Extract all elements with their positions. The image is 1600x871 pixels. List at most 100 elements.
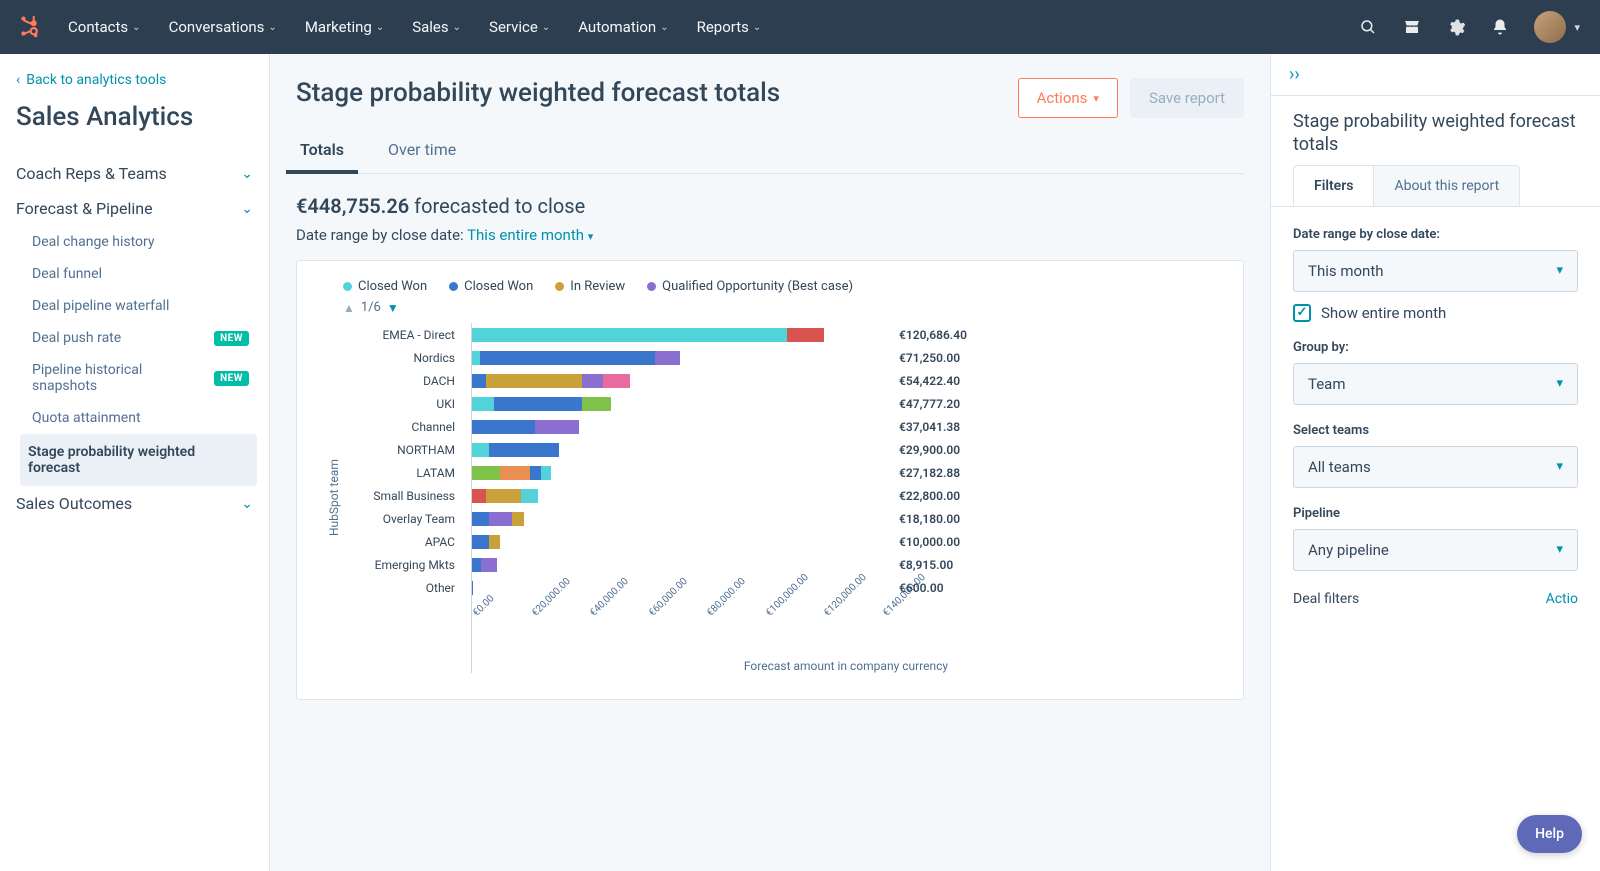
notifications-icon[interactable]: [1490, 17, 1510, 37]
filter-groupby-label: Group by:: [1293, 340, 1578, 355]
bar-segment[interactable]: [582, 397, 611, 411]
summary-suffix: forecasted to close: [409, 194, 585, 218]
nav-item-service[interactable]: Service⌄: [489, 18, 550, 36]
filter-pipeline-select[interactable]: Any pipeline ▾: [1293, 529, 1578, 571]
nav-item-contacts[interactable]: Contacts⌄: [68, 18, 141, 36]
sidebar-item[interactable]: Pipeline historical snapshotsNEW: [28, 354, 253, 402]
bar-segment[interactable]: [489, 535, 501, 549]
bar-segment[interactable]: [471, 351, 480, 365]
new-badge: NEW: [214, 371, 249, 386]
bar-row: Emerging Mkts€8,915.00: [341, 553, 1221, 576]
x-ticks: €0.00€20,000.00€40,000.00€60,000.00€80,0…: [471, 605, 881, 649]
hubspot-logo-icon[interactable]: [16, 13, 44, 41]
sidebar-group[interactable]: Sales Outcomes⌄: [16, 486, 253, 521]
sidebar-group[interactable]: Forecast & Pipeline⌄: [16, 191, 253, 226]
bar-segment[interactable]: [489, 443, 559, 457]
bar-segment[interactable]: [489, 512, 512, 526]
collapse-panel-icon[interactable]: ››: [1271, 54, 1600, 96]
tab-totals[interactable]: Totals: [296, 128, 348, 173]
bar-label: APAC: [341, 535, 461, 549]
bar-segment[interactable]: [541, 466, 550, 480]
chevron-down-icon: ⌄: [241, 496, 253, 512]
bar-segment[interactable]: [603, 374, 631, 388]
bar-label: Other: [341, 581, 461, 595]
filter-teams-select[interactable]: All teams ▾: [1293, 446, 1578, 488]
search-icon[interactable]: [1358, 17, 1378, 37]
settings-icon[interactable]: [1446, 17, 1466, 37]
sidebar-group[interactable]: Coach Reps & Teams⌄: [16, 156, 253, 191]
date-range-value[interactable]: This entire month ▾: [467, 226, 593, 244]
bar-segment[interactable]: [471, 466, 500, 480]
pager-next-icon[interactable]: ▼: [387, 301, 399, 315]
nav-item-automation[interactable]: Automation⌄: [578, 18, 668, 36]
date-range-row: Date range by close date: This entire mo…: [296, 226, 1244, 244]
bar-segment[interactable]: [494, 397, 582, 411]
bar-segment[interactable]: [530, 466, 542, 480]
bar-value: €22,800.00: [891, 489, 960, 503]
bar-segment[interactable]: [521, 489, 538, 503]
legend-item: In Review: [555, 279, 625, 294]
bar-track: [471, 558, 881, 572]
filter-date-select[interactable]: This month ▾: [1293, 250, 1578, 292]
deal-filters-action-link[interactable]: Actio: [1546, 591, 1578, 607]
right-tab-filters[interactable]: Filters: [1293, 165, 1374, 207]
show-entire-month-label: Show entire month: [1321, 304, 1446, 322]
bar-value: €120,686.40: [891, 328, 967, 342]
bar-row: DACH€54,422.40: [341, 369, 1221, 392]
bar-row: NORTHAM€29,900.00: [341, 438, 1221, 461]
bar-segment[interactable]: [471, 512, 489, 526]
bar-segment[interactable]: [535, 420, 579, 434]
bar-segment[interactable]: [471, 374, 486, 388]
nav-item-conversations[interactable]: Conversations⌄: [169, 18, 277, 36]
bar-segment[interactable]: [471, 443, 489, 457]
help-button[interactable]: Help: [1517, 815, 1582, 853]
filter-groupby-select[interactable]: Team ▾: [1293, 363, 1578, 405]
back-link[interactable]: ‹ Back to analytics tools: [16, 72, 253, 88]
right-tab-about-this-report[interactable]: About this report: [1374, 165, 1520, 207]
bar-segment[interactable]: [471, 397, 494, 411]
sidebar-item[interactable]: Quota attainment: [28, 402, 253, 434]
show-entire-month-row[interactable]: ✓ Show entire month: [1293, 304, 1578, 322]
bar-segment[interactable]: [471, 489, 486, 503]
chevron-down-icon: ▾: [1556, 376, 1563, 391]
sidebar-item[interactable]: Deal funnel: [28, 258, 253, 290]
pager-text: 1/6: [361, 300, 381, 315]
bar-track: [471, 328, 881, 342]
bar-segment[interactable]: [655, 351, 679, 365]
actions-button-label: Actions: [1037, 89, 1088, 107]
x-axis-label: Forecast amount in company currency: [471, 659, 1221, 673]
account-menu[interactable]: ▾: [1534, 11, 1580, 43]
bar-segment[interactable]: [512, 512, 524, 526]
nav-item-marketing[interactable]: Marketing⌄: [305, 18, 384, 36]
bar-segment[interactable]: [471, 328, 787, 342]
nav-item-sales[interactable]: Sales⌄: [412, 18, 461, 36]
sidebar-item[interactable]: Deal pipeline waterfall: [28, 290, 253, 322]
nav-items: Contacts⌄ Conversations⌄ Marketing⌄ Sales⌄ S…: [68, 18, 1354, 36]
marketplace-icon[interactable]: [1402, 17, 1422, 37]
date-range-label: Date range by close date:: [296, 226, 467, 244]
bar-segment[interactable]: [582, 374, 603, 388]
chevron-down-icon: ▾: [1574, 21, 1580, 34]
tab-over-time[interactable]: Over time: [384, 128, 460, 173]
chevron-down-icon: ⌄: [241, 166, 253, 182]
bar-segment[interactable]: [500, 466, 529, 480]
bar-segment[interactable]: [471, 535, 489, 549]
chevron-down-icon: ▾: [1556, 263, 1563, 278]
show-entire-month-checkbox[interactable]: ✓: [1293, 304, 1311, 322]
nav-item-reports[interactable]: Reports⌄: [697, 18, 762, 36]
bar-segment[interactable]: [486, 489, 521, 503]
sidebar-item[interactable]: Deal change history: [28, 226, 253, 258]
bar-segment[interactable]: [471, 558, 481, 572]
sidebar-item[interactable]: Deal push rateNEW: [28, 322, 253, 354]
bar-segment[interactable]: [486, 374, 583, 388]
bar-segment[interactable]: [471, 420, 535, 434]
bar-segment[interactable]: [481, 558, 497, 572]
bar-label: Small Business: [341, 489, 461, 503]
deal-filters-label: Deal filters: [1293, 591, 1359, 607]
chevron-down-icon: ⌄: [268, 22, 276, 33]
actions-button[interactable]: Actions ▾: [1018, 78, 1118, 118]
sidebar-item[interactable]: Stage probability weighted forecast: [20, 434, 257, 486]
pager-prev-icon[interactable]: ▲: [343, 301, 355, 315]
bar-segment[interactable]: [787, 328, 824, 342]
bar-segment[interactable]: [480, 351, 656, 365]
